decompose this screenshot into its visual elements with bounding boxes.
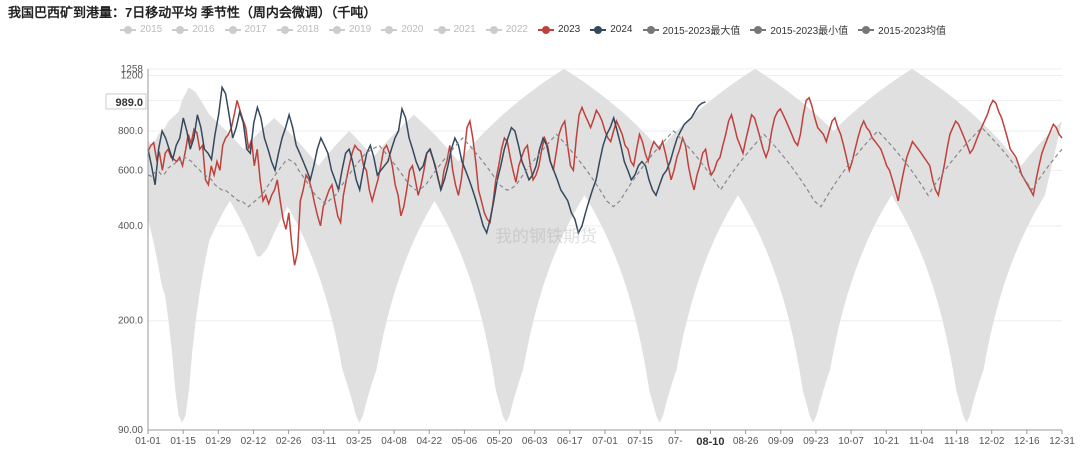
legend-item-2015-2023最大值[interactable]: 2015-2023最大值 (642, 22, 741, 37)
legend-item-2023[interactable]: 2023 (538, 22, 580, 37)
y-tick-label: 90.00 (118, 425, 143, 436)
x-tick-label: 01-29 (206, 436, 232, 447)
x-tick-label: 10-21 (873, 436, 899, 447)
legend-item-2021[interactable]: 2021 (433, 22, 476, 37)
legend-marker (485, 25, 502, 35)
legend-item-2018[interactable]: 2018 (276, 22, 319, 37)
x-tick-label: 07- (668, 436, 682, 447)
x-tick-label: 07-01 (592, 436, 618, 447)
min-max-band (148, 69, 1062, 423)
legend-item-2015-2023均值[interactable]: 2015-2023均值 (858, 22, 946, 37)
x-tick-label: 10-07 (838, 436, 864, 447)
legend-item-2017[interactable]: 2017 (224, 22, 267, 37)
x-tick-label: 04-08 (381, 436, 407, 447)
legend-marker (381, 25, 398, 35)
legend: 2015 2016 2017 2018 2019 2020 2021 2022 2023 2024… (120, 22, 946, 37)
legend-label: 2015-2023均值 (878, 26, 946, 37)
legend-marker (750, 25, 767, 35)
y-tick-label: 1200 (121, 70, 144, 81)
series-line-2015-2023均值 (147, 126, 1063, 208)
legend-label: 2018 (296, 24, 319, 35)
legend-marker (642, 25, 659, 35)
legend-marker (172, 25, 189, 35)
legend-label: 2022 (505, 24, 528, 35)
x-tick-label: 05-20 (487, 436, 513, 447)
x-tick-label: 11-18 (944, 436, 969, 447)
x-tick-label: 12-02 (979, 436, 1005, 447)
legend-marker (329, 25, 345, 35)
x-tick-label: 09-09 (768, 436, 794, 447)
legend-item-2020[interactable]: 2020 (381, 22, 424, 37)
series-lines (147, 85, 1063, 266)
x-tick-label: 01-01 (135, 436, 161, 447)
legend-item-2015-2023最小值[interactable]: 2015-2023最小值 (750, 22, 848, 37)
legend-marker (538, 25, 554, 35)
band-area (148, 69, 1062, 423)
x-tick-label: 01-15 (170, 436, 196, 447)
y-pointer-box (105, 93, 147, 110)
x-tick-label: 02-12 (241, 436, 267, 447)
legend-label: 2021 (453, 24, 476, 35)
legend-label: 2016 (192, 24, 215, 35)
x-tick-label: 04-22 (416, 436, 442, 447)
legend-label: 2015-2023最大值 (662, 26, 741, 37)
x-tick-label: 03-11 (311, 436, 336, 447)
x-tick-label: 08-10 (696, 436, 724, 448)
x-tick-label: 06-03 (522, 436, 548, 447)
x-tick-label: 05-06 (452, 436, 478, 447)
legend-label: 2024 (610, 24, 633, 35)
y-tick-label: 600.0 (118, 165, 143, 176)
legend-marker (224, 25, 241, 35)
x-tick-label: 02-26 (276, 436, 302, 447)
legend-label: 2019 (349, 24, 372, 35)
watermark: 我的钢铁期货 (495, 227, 597, 246)
chart-title: 我国巴西矿到港量：7日移动平均 季节性（周内会微调）（千吨） (8, 5, 377, 20)
x-tick-label: 11-04 (909, 436, 934, 447)
legend-label: 2015 (140, 24, 163, 35)
legend-label: 2017 (244, 24, 267, 35)
legend-marker (433, 25, 450, 35)
series-line-2024 (147, 85, 706, 236)
legend-label: 2023 (558, 24, 581, 35)
x-tick-label: 07-15 (627, 436, 653, 447)
y-tick-label: 200.0 (118, 316, 143, 327)
legend-marker (590, 25, 607, 35)
legend-marker (120, 25, 136, 35)
legend-item-2015[interactable]: 2015 (120, 22, 162, 37)
x-tick-label: 06-17 (557, 436, 583, 447)
legend-label: 2020 (401, 24, 424, 35)
legend-marker (858, 25, 875, 35)
y-pointer-label: 989.0 (115, 97, 143, 109)
x-tick-label: 09-23 (803, 436, 829, 447)
legend-marker (276, 25, 293, 35)
legend-item-2016[interactable]: 2016 (172, 22, 215, 37)
legend-label: 2015-2023最小值 (770, 26, 849, 37)
series-line-2023 (147, 96, 1063, 266)
x-tick-label: 12-16 (1014, 436, 1040, 447)
axes: 90.00200.0400.0600.0800.010001200125801-… (105, 64, 1075, 448)
legend-item-2022[interactable]: 2022 (485, 22, 528, 37)
x-tick-label: 03-25 (346, 436, 372, 447)
x-tick-label: 08-26 (733, 436, 759, 447)
legend-item-2019[interactable]: 2019 (329, 22, 371, 37)
y-tick-label: 800.0 (118, 126, 143, 137)
x-tick-label: 12-31 (1049, 436, 1075, 447)
y-tick-label: 400.0 (118, 221, 143, 232)
legend-item-2024[interactable]: 2024 (590, 22, 633, 37)
y-tick-label: 1258 (121, 64, 144, 75)
